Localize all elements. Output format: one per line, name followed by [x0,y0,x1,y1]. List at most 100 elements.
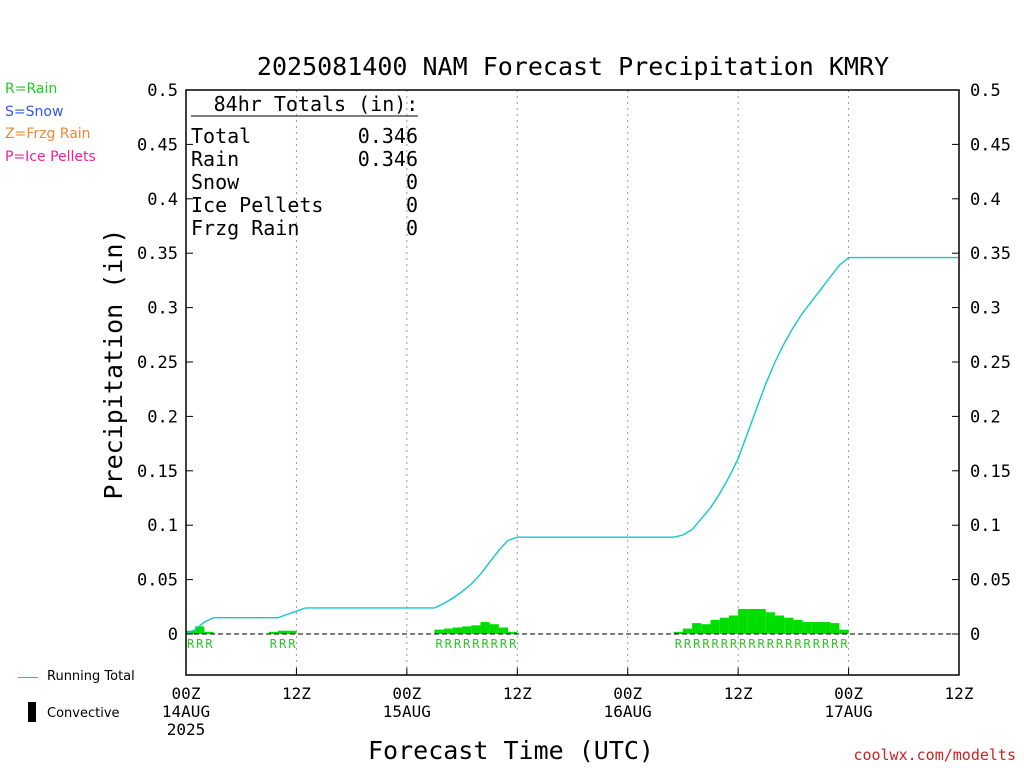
precip-bar [204,631,214,634]
precip-type-marker: R [840,637,848,651]
x-tick-label: 12Z [282,684,311,703]
precip-bar [443,628,453,634]
precip-bar [489,624,499,634]
precip-bar [195,626,205,634]
y-tick-label: 0.25 [137,353,178,373]
y-tick-label: 0.35 [137,244,178,264]
legend-frzg-key: Z=Frzg Rain [5,126,91,142]
x-tick-label: 15AUG [383,702,431,721]
y-tick-label: 0.1 [147,516,178,536]
precip-type-marker: R [831,637,839,651]
precip-bar [710,619,720,634]
totals-row-label: Frzg Rain [191,216,299,240]
y-tick-label: 0.4 [147,190,178,210]
totals-row-value: 0 [406,216,418,240]
totals-row-value: 0 [406,170,418,194]
x-tick-label: 12Z [945,684,974,703]
precip-bar [682,628,693,634]
precip-bar [811,622,821,634]
grid-lines [295,90,850,675]
precip-type-marker: R [463,637,471,651]
precip-type-marker: R [205,637,213,651]
running-total-line [185,256,959,635]
precip-type-marker: R [785,637,793,651]
totals-box: 84hr Totals (in): Total 0.346 Rain 0.346 Snow… [191,92,418,240]
precip-type-marker: R [454,637,462,651]
precip-type-marker: R [794,637,802,651]
precip-type-marker: R [776,637,784,651]
totals-row-label: Total [191,124,251,148]
precip-bar [508,631,518,634]
y-tick-label: 0.2 [147,407,178,427]
precip-type-marker: R [675,637,683,651]
totals-row-value: 0.346 [358,147,418,171]
precip-bar [268,631,279,634]
precip-bar [498,627,509,634]
precip-type-marker: R [196,637,204,651]
precip-type-marker: R [822,637,830,651]
precip-type-marker: R [509,637,517,651]
precip-bar [747,608,757,634]
precip-bar [756,608,766,634]
precip-type-marker: R [445,637,453,651]
precip-type-marker: R [767,637,775,651]
x-tick-label: 00Z [172,684,201,703]
running-total-swatch [18,677,38,678]
x-tick-label: 17AUG [824,702,872,721]
y-tick-label: 0.05 [137,571,178,591]
precip-bar [738,608,748,634]
precip-bar [830,623,840,634]
precip-type-marker: R [187,637,195,651]
plot-frame [185,89,960,676]
y-tick-label-right: 0.05 [970,571,1011,591]
y-tick-label-right: 0.5 [970,81,1001,101]
precip-bar [820,622,831,634]
precip-bar [673,631,683,634]
x-tick-label: 2025 [167,720,206,739]
convective-swatch [28,702,36,722]
precip-type-marker: R [730,637,738,651]
precip-bar [719,617,729,634]
precip-bar [774,615,785,634]
chart-title: 2025081400 NAM Forecast Precipitation KM… [257,52,889,81]
y-tick-label-right: 0.3 [970,299,1001,319]
precip-bar [765,612,775,634]
precip-type-marker: R [702,637,710,651]
precip-type-marker: R [491,637,499,651]
y-tick-label-right: 0.4 [970,190,1001,210]
y-tick-label: 0.15 [137,462,178,482]
precip-type-marker: R [435,637,443,651]
x-tick-label: 12Z [503,684,532,703]
x-tick-label: 16AUG [604,702,652,721]
precip-bars [186,608,849,634]
precip-bar [802,622,812,634]
precip-type-marker: R [684,637,692,651]
precip-type-marker: R [288,637,296,651]
y-tick-label: 0 [168,625,178,645]
y-tick-label-right: 0.15 [970,462,1011,482]
precip-type-marker: R [721,637,729,651]
legend-pellets-key: P=Ice Pellets [5,149,96,165]
y-tick-label-right: 0.35 [970,244,1011,264]
precip-bar [434,629,444,634]
precip-type-marker: R [758,637,766,651]
totals-row-label: Ice Pellets [191,193,323,217]
precip-bar [287,630,297,634]
y-tick-label: 0.3 [147,299,178,319]
precip-bar [728,615,739,634]
precip-type-marker: R [739,637,747,651]
precip-bar [452,627,463,634]
y-tick-label-right: 0 [970,625,980,645]
x-axis-label: Forecast Time (UTC) [368,736,654,765]
precip-bar [701,624,711,634]
precip-bar [462,626,472,634]
precip-bar [793,619,803,634]
totals-row-label: Snow [191,170,240,194]
totals-row-label: Rain [191,147,239,171]
y-tick-label-right: 0.1 [970,516,1001,536]
precip-type-marker: R [279,637,287,651]
y-tick-label-right: 0.45 [970,135,1011,155]
y-tick-label: 0.5 [147,81,178,101]
